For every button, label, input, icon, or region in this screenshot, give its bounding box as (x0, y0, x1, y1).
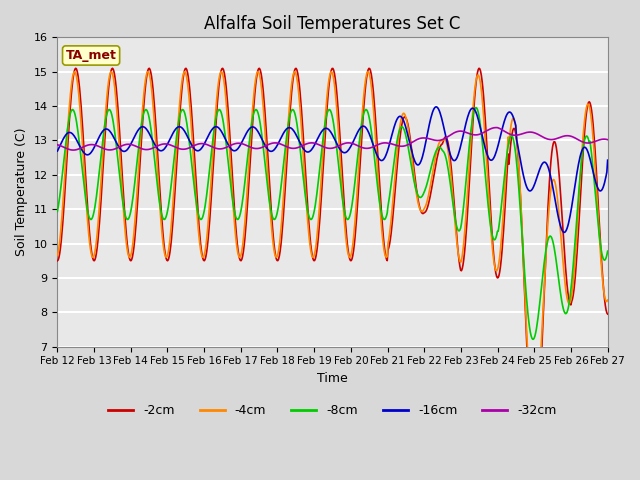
Legend: -2cm, -4cm, -8cm, -16cm, -32cm: -2cm, -4cm, -8cm, -16cm, -32cm (103, 399, 562, 422)
Title: Alfalfa Soil Temperatures Set C: Alfalfa Soil Temperatures Set C (204, 15, 461, 33)
Y-axis label: Soil Temperature (C): Soil Temperature (C) (15, 128, 28, 256)
Text: TA_met: TA_met (66, 49, 116, 62)
X-axis label: Time: Time (317, 372, 348, 385)
